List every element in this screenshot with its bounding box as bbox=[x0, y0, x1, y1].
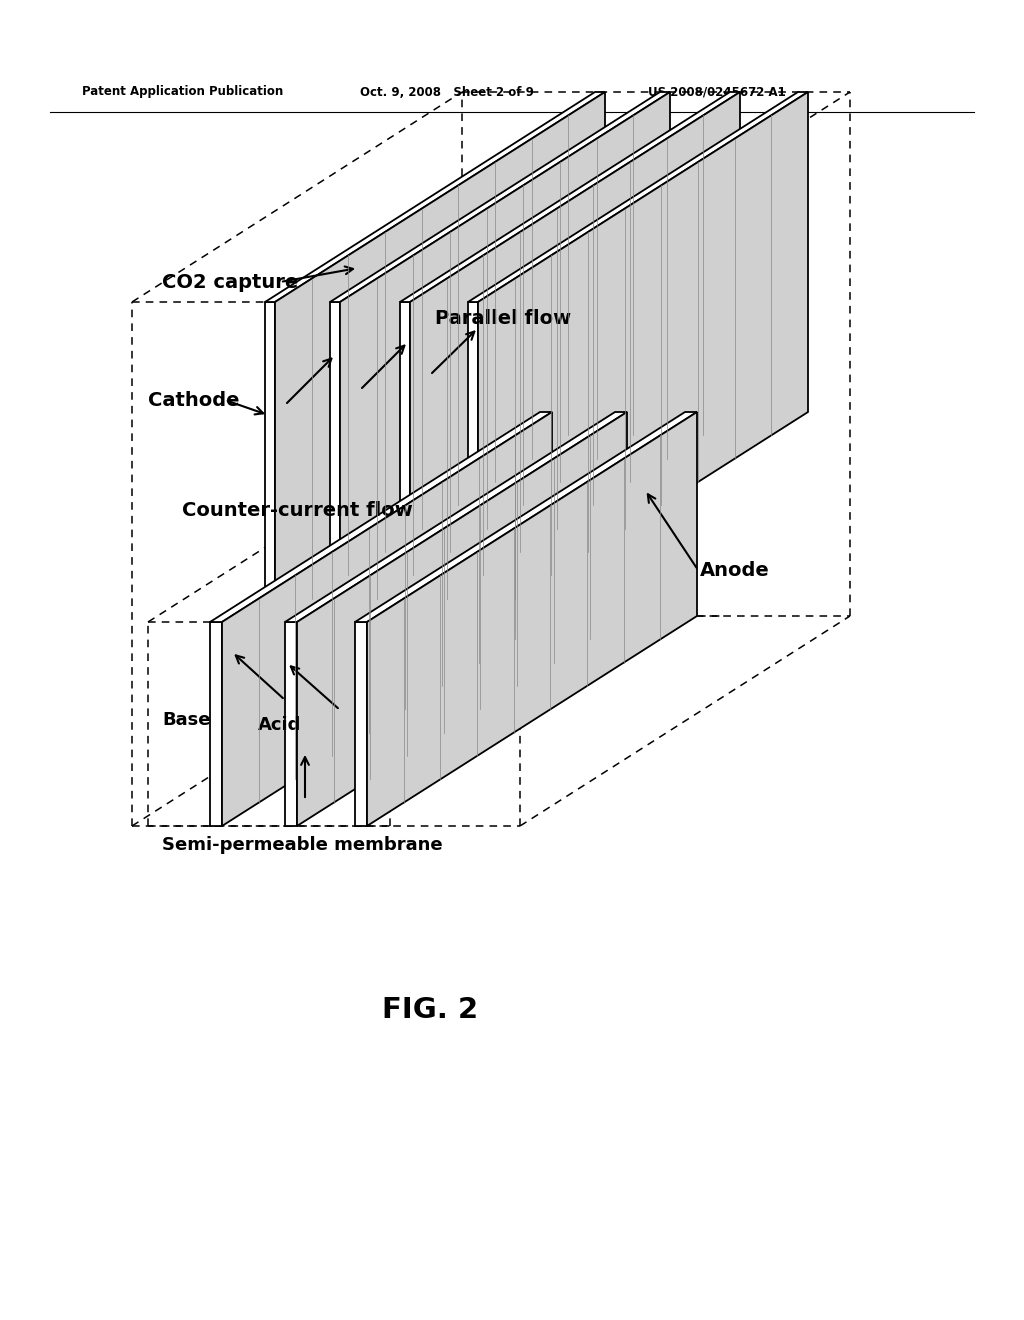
Polygon shape bbox=[330, 92, 670, 302]
Text: Semi-permeable membrane: Semi-permeable membrane bbox=[162, 836, 442, 854]
Text: US 2008/0245672 A1: US 2008/0245672 A1 bbox=[648, 86, 785, 99]
Text: Counter-current flow: Counter-current flow bbox=[182, 500, 413, 520]
Polygon shape bbox=[355, 412, 697, 622]
Text: Acid: Acid bbox=[258, 715, 301, 734]
Text: Base: Base bbox=[162, 711, 211, 729]
Text: Parallel flow: Parallel flow bbox=[435, 309, 571, 327]
Polygon shape bbox=[285, 412, 627, 622]
Polygon shape bbox=[210, 412, 552, 622]
Polygon shape bbox=[478, 92, 808, 622]
Polygon shape bbox=[400, 302, 410, 622]
Polygon shape bbox=[468, 92, 808, 302]
Polygon shape bbox=[330, 302, 340, 622]
Polygon shape bbox=[468, 302, 478, 622]
Polygon shape bbox=[210, 622, 222, 826]
Text: Patent Application Publication: Patent Application Publication bbox=[82, 86, 284, 99]
Polygon shape bbox=[340, 92, 670, 622]
Text: Cathode: Cathode bbox=[148, 391, 240, 409]
Polygon shape bbox=[355, 622, 367, 826]
Polygon shape bbox=[285, 622, 297, 826]
Text: FIG. 2: FIG. 2 bbox=[382, 997, 478, 1024]
Polygon shape bbox=[265, 302, 275, 622]
Polygon shape bbox=[222, 412, 552, 826]
Polygon shape bbox=[297, 412, 627, 826]
Polygon shape bbox=[265, 92, 605, 302]
Text: CO2 capture: CO2 capture bbox=[162, 272, 298, 292]
Text: Oct. 9, 2008   Sheet 2 of 9: Oct. 9, 2008 Sheet 2 of 9 bbox=[360, 86, 534, 99]
Text: Anode: Anode bbox=[700, 561, 770, 579]
Polygon shape bbox=[367, 412, 697, 826]
Polygon shape bbox=[400, 92, 740, 302]
Polygon shape bbox=[275, 92, 605, 622]
Polygon shape bbox=[410, 92, 740, 622]
